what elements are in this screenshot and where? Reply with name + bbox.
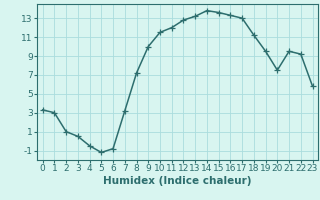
X-axis label: Humidex (Indice chaleur): Humidex (Indice chaleur) — [103, 176, 252, 186]
